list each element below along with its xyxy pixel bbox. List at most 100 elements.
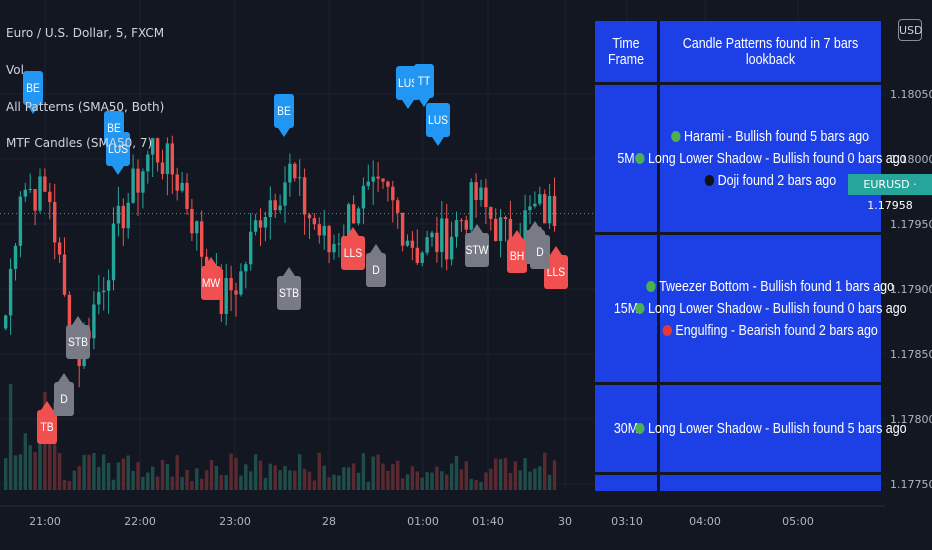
candle xyxy=(204,256,209,270)
candle xyxy=(464,220,468,230)
volume-bar xyxy=(327,477,331,490)
candle xyxy=(405,240,410,246)
candle xyxy=(400,212,405,246)
candle xyxy=(332,244,336,253)
price-tick-label: 1.17750 xyxy=(890,478,932,491)
candle xyxy=(175,174,179,191)
pattern-label-tb: TB xyxy=(37,401,57,444)
volume-bar xyxy=(420,477,424,490)
candle xyxy=(312,218,317,225)
candle xyxy=(474,182,478,200)
pattern-label-text: D xyxy=(60,393,67,406)
pattern-text: Long Lower Shadow - Bullish found 0 bars… xyxy=(647,150,907,167)
candle xyxy=(253,220,258,232)
volume-bar xyxy=(410,466,415,490)
candle xyxy=(503,217,508,219)
volume-bar xyxy=(165,464,170,490)
volume-bar xyxy=(200,478,204,490)
pattern-row: Doji found 2 bars ago xyxy=(704,170,837,192)
candle xyxy=(116,205,121,224)
volume-bar xyxy=(102,454,106,490)
pattern-text: Harami - Bullish found 5 bars ago xyxy=(684,128,870,145)
candle xyxy=(361,185,366,209)
time-tick-label: 01:00 xyxy=(407,515,439,528)
volume-bar xyxy=(239,475,243,490)
candle xyxy=(298,177,302,179)
candle xyxy=(111,223,116,281)
symbol-title[interactable]: Euro / U.S. Dollar, 5, FXCM xyxy=(6,26,165,40)
price-tick-label: 1.18000 xyxy=(890,153,932,166)
volume-bar xyxy=(13,455,18,490)
volume-bar xyxy=(445,474,449,490)
volume-bar xyxy=(400,478,405,490)
last-price-tag: EURUSD · 1.17958 xyxy=(848,174,932,212)
candle xyxy=(13,245,18,269)
indicator-all-patterns[interactable]: All Patterns (SMA50, Both) xyxy=(6,100,165,114)
header-patterns: Candle Patterns found in 7 bars lookback xyxy=(682,35,859,68)
candle xyxy=(219,269,223,314)
volume-bar xyxy=(288,470,292,490)
volume-bar xyxy=(435,466,439,490)
candle xyxy=(23,189,27,197)
volume-bar xyxy=(121,458,125,490)
candle xyxy=(97,292,101,305)
candle xyxy=(435,232,439,252)
volume-bar xyxy=(425,472,429,490)
candle xyxy=(538,194,542,204)
volume-bar xyxy=(498,459,503,490)
currency-button[interactable]: USD xyxy=(898,19,923,41)
candle xyxy=(136,168,140,193)
candle xyxy=(67,294,72,339)
volume-bar xyxy=(214,465,219,490)
candle xyxy=(445,218,449,260)
candle xyxy=(18,196,23,246)
volume-bar xyxy=(552,460,557,490)
pattern-label-be: BE xyxy=(274,94,294,137)
bullish-dot-icon xyxy=(671,131,681,142)
candle xyxy=(552,195,557,227)
pattern-row: Harami - Bullish found 5 bars ago xyxy=(671,126,870,148)
candle xyxy=(224,278,228,314)
volume-bar xyxy=(229,453,233,490)
volume-bar xyxy=(386,470,390,490)
volume-bar xyxy=(293,470,297,490)
pattern-text: Doji found 2 bars ago xyxy=(717,172,837,189)
pattern-label-text: BE xyxy=(26,82,40,95)
volume-bar xyxy=(209,460,214,490)
volume-bar xyxy=(77,466,81,490)
volume-bar xyxy=(440,471,444,490)
candle xyxy=(371,176,375,182)
candle xyxy=(484,187,488,208)
volume-bar xyxy=(312,480,317,490)
volume-bar xyxy=(33,452,37,490)
header-time-frame: Time Frame xyxy=(607,35,645,68)
volume-bar xyxy=(381,463,385,490)
candle xyxy=(180,182,184,191)
pattern-label-stb: STB xyxy=(66,316,90,359)
candle xyxy=(190,208,194,234)
volume-bar xyxy=(72,470,76,490)
pattern-label-bh: BH xyxy=(507,230,527,273)
candle xyxy=(244,264,248,272)
candle xyxy=(479,187,483,200)
candle xyxy=(302,177,307,215)
volume-bar xyxy=(366,481,370,490)
indicator-volume[interactable]: Vol xyxy=(6,63,24,77)
volume-bar xyxy=(503,458,508,490)
volume-bar xyxy=(489,468,493,490)
candle xyxy=(533,203,537,207)
pattern-label-text: TB xyxy=(40,421,53,434)
candle xyxy=(170,143,174,175)
candle xyxy=(391,186,395,201)
candle xyxy=(494,218,498,242)
pattern-label-text: LUS xyxy=(108,143,128,156)
indicator-mtf-candles[interactable]: MTF Candles (SMA50, 7) xyxy=(6,136,153,150)
volume-bar xyxy=(459,469,464,490)
pattern-label-text: LUS xyxy=(428,114,448,127)
candle xyxy=(121,205,125,229)
volume-bar xyxy=(92,452,96,490)
pattern-label-mw: MW xyxy=(201,257,221,300)
